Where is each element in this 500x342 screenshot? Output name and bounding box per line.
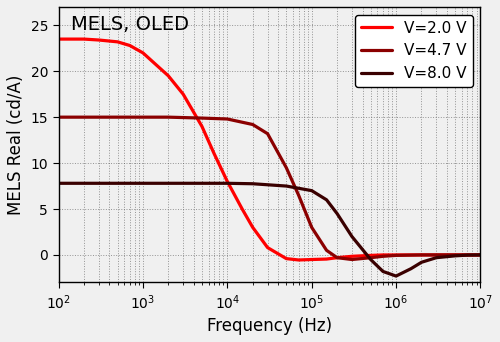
V=4.7 V xyxy=(81,115,87,119)
V=8.0 V xyxy=(56,181,62,185)
V=4.7 V xyxy=(250,122,256,127)
V=2.0 V xyxy=(324,257,330,261)
V=2.0 V xyxy=(349,254,355,258)
V=8.0 V xyxy=(452,254,458,258)
V=2.0 V xyxy=(166,74,172,78)
V=8.0 V xyxy=(349,235,355,239)
V=4.7 V xyxy=(56,115,62,119)
V=8.0 V xyxy=(334,212,340,216)
V=4.7 V xyxy=(380,254,386,258)
Line: V=4.7 V: V=4.7 V xyxy=(58,117,480,260)
V=4.7 V xyxy=(418,253,424,257)
V=8.0 V xyxy=(224,181,230,185)
V=8.0 V xyxy=(114,181,120,185)
V=8.0 V xyxy=(166,181,172,185)
V=8.0 V xyxy=(380,269,386,274)
V=2.0 V xyxy=(127,43,133,48)
V=4.7 V xyxy=(224,117,230,121)
V=2.0 V xyxy=(264,246,270,250)
V=8.0 V xyxy=(250,182,256,186)
V=8.0 V xyxy=(434,255,440,260)
V=2.0 V xyxy=(478,253,484,257)
V=2.0 V xyxy=(81,37,87,41)
V=4.7 V xyxy=(452,253,458,257)
Line: V=8.0 V: V=8.0 V xyxy=(58,183,480,276)
V=4.7 V xyxy=(296,193,302,197)
V=2.0 V xyxy=(284,256,290,261)
V=2.0 V xyxy=(380,253,386,257)
X-axis label: Frequency (Hz): Frequency (Hz) xyxy=(207,317,332,335)
V=2.0 V xyxy=(96,38,102,42)
Text: MELS, OLED: MELS, OLED xyxy=(71,15,189,34)
V=8.0 V xyxy=(464,253,470,257)
V=8.0 V xyxy=(81,181,87,185)
V=8.0 V xyxy=(393,274,399,278)
V=2.0 V xyxy=(393,253,399,257)
V=2.0 V xyxy=(296,258,302,262)
V=2.0 V xyxy=(211,152,217,156)
V=2.0 V xyxy=(199,124,205,128)
V=4.7 V xyxy=(349,258,355,262)
V=2.0 V xyxy=(56,37,62,41)
V=4.7 V xyxy=(308,225,314,229)
V=2.0 V xyxy=(224,180,230,184)
V=4.7 V xyxy=(368,255,374,260)
V=2.0 V xyxy=(180,92,186,96)
V=2.0 V xyxy=(452,253,458,257)
V=8.0 V xyxy=(478,253,484,257)
V=4.7 V xyxy=(114,115,120,119)
V=2.0 V xyxy=(334,255,340,260)
V=2.0 V xyxy=(368,253,374,258)
V=8.0 V xyxy=(408,267,414,271)
V=8.0 V xyxy=(308,188,314,193)
V=2.0 V xyxy=(140,51,146,55)
V=2.0 V xyxy=(308,258,314,262)
V=8.0 V xyxy=(199,181,205,185)
V=8.0 V xyxy=(418,260,424,264)
V=2.0 V xyxy=(239,207,245,211)
V=4.7 V xyxy=(334,255,340,260)
V=4.7 V xyxy=(166,115,172,119)
V=8.0 V xyxy=(140,181,146,185)
V=8.0 V xyxy=(324,198,330,202)
Legend: V=2.0 V, V=4.7 V, V=8.0 V: V=2.0 V, V=4.7 V, V=8.0 V xyxy=(356,15,473,87)
V=4.7 V xyxy=(140,115,146,119)
V=2.0 V xyxy=(114,40,120,44)
V=8.0 V xyxy=(368,258,374,262)
V=4.7 V xyxy=(199,116,205,120)
V=2.0 V xyxy=(250,225,256,229)
V=8.0 V xyxy=(284,184,290,188)
Y-axis label: MELS Real (cd/A): MELS Real (cd/A) xyxy=(7,75,25,215)
V=4.7 V xyxy=(264,132,270,136)
V=4.7 V xyxy=(324,248,330,252)
V=2.0 V xyxy=(418,253,424,257)
V=4.7 V xyxy=(393,253,399,258)
V=4.7 V xyxy=(478,253,484,257)
V=4.7 V xyxy=(284,166,290,170)
Line: V=2.0 V: V=2.0 V xyxy=(58,39,480,260)
